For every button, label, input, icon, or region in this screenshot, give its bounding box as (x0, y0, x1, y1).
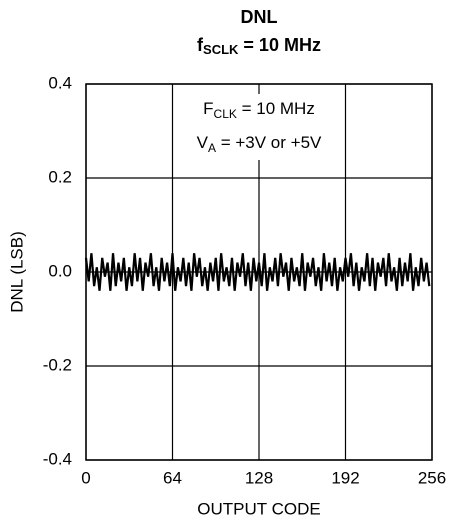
y-tick-label: -0.2 (43, 355, 72, 374)
chart-subtitle: fSCLK = 10 MHz (197, 35, 321, 58)
subtitle-text: f (197, 35, 204, 55)
annotation: VA = +3V or +5V (197, 133, 322, 155)
chart-title: DNL (241, 7, 278, 27)
annotation-rest: = +3V or +5V (216, 133, 322, 152)
annotation: FCLK = 10 MHz (203, 99, 315, 121)
subtitle-sub: SCLK (203, 42, 239, 57)
subtitle-rest: = 10 MHz (238, 35, 321, 55)
annotation-rest: = 10 MHz (237, 99, 315, 118)
x-tick-label: 256 (418, 468, 446, 487)
x-tick-label: 0 (81, 468, 90, 487)
y-tick-label: 0.0 (48, 261, 72, 280)
annotation-sub: CLK (214, 107, 237, 121)
x-tick-label: 64 (163, 468, 182, 487)
x-tick-label: 192 (331, 468, 359, 487)
data-line (84, 253, 431, 291)
y-tick-label: 0.2 (48, 167, 72, 186)
x-axis-label: OUTPUT CODE (197, 499, 320, 518)
annotation-background (176, 94, 342, 160)
annotation-sub: A (208, 141, 216, 155)
annotation-text: V (197, 133, 209, 152)
plot-frame (85, 83, 433, 461)
y-tick-label: 0.4 (48, 73, 72, 92)
plot-area: -0.4 -0.2 0.0 0.2 0.4 0 64 128 192 256 (43, 73, 446, 487)
annotation-text: F (203, 99, 213, 118)
y-tick-label: -0.4 (43, 449, 72, 468)
y-axis-label: DNL (LSB) (7, 231, 26, 313)
x-tick-label: 128 (245, 468, 273, 487)
